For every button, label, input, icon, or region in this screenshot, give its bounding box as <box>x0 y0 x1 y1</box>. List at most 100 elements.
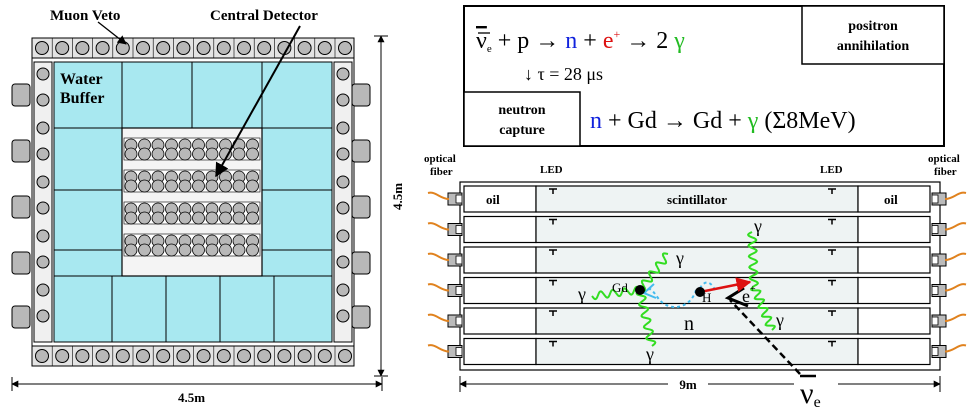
optical-fiber-left-1: optical <box>424 153 456 165</box>
veto-pmt <box>253 38 272 58</box>
neutron-capture-label-2: capture <box>499 123 545 138</box>
pmt-cell <box>165 202 178 225</box>
led-marker <box>828 279 836 286</box>
optical-fiber-left-2: fiber <box>430 166 453 178</box>
pmt-cell <box>151 202 165 225</box>
external-veto-pmt <box>351 305 371 329</box>
gamma-ray-gd-up <box>639 252 669 292</box>
veto-pmt <box>152 38 171 58</box>
central-pmt-grid <box>123 137 261 257</box>
pmt-cell <box>246 234 259 257</box>
detector-cell-row <box>427 185 967 213</box>
positron-track <box>699 277 752 294</box>
interaction-vertex <box>695 287 705 297</box>
optical-fiber-right-2: fiber <box>934 166 957 178</box>
external-veto-pmt <box>351 139 371 163</box>
veto-side-pmt <box>336 175 350 189</box>
positron-annihilation-box <box>801 5 945 65</box>
veto-pmt <box>132 346 150 366</box>
pmt-cell <box>151 138 165 161</box>
detector-cell-row <box>427 215 967 244</box>
antineutrino-label: νe <box>800 377 821 409</box>
scintillator-label: scintillator <box>667 192 727 207</box>
muon-veto-arrow <box>97 21 127 45</box>
veto-pmt <box>132 38 150 58</box>
led-marker <box>828 310 836 316</box>
veto-side-pmt <box>36 255 50 269</box>
pmt-cell <box>124 234 138 257</box>
width-label: 4.5m <box>178 390 205 405</box>
detector-rows <box>427 181 967 371</box>
led-marker <box>828 340 836 347</box>
veto-pmt <box>193 346 211 366</box>
pmt-cell <box>124 202 138 225</box>
pmt-cell <box>165 170 178 193</box>
external-veto-pmt <box>11 83 31 107</box>
veto-pmt <box>274 346 292 366</box>
external-veto-pmt <box>351 251 371 275</box>
optical-fiber-right <box>944 283 967 292</box>
gamma-ray-gd-down <box>635 289 657 347</box>
pmt-cell <box>192 202 205 225</box>
pmt-cell <box>219 170 232 193</box>
external-veto-pmt <box>351 83 371 107</box>
external-veto-pmt <box>11 251 31 275</box>
veto-side-pmt <box>36 175 50 189</box>
veto-side-pmt <box>336 67 350 81</box>
reaction-box: νe + p → n + e+ → 2 γ ↓ τ = 28 μs positr… <box>463 5 945 147</box>
detector-cell-row <box>427 307 967 335</box>
led-marker <box>549 340 557 347</box>
event-illustration: γ γ γ γ γ Gd H n e+ <box>577 216 801 375</box>
optical-fiber-right <box>944 222 967 231</box>
veto-pmt <box>213 38 231 58</box>
veto-pmt <box>51 38 70 58</box>
veto-pmt <box>294 346 312 366</box>
led-marker <box>828 218 836 225</box>
led-marker <box>549 249 557 255</box>
gamma-label-5: γ <box>645 344 654 364</box>
external-veto-pmt <box>11 139 31 163</box>
veto-pmt <box>233 38 251 58</box>
veto-side-pmt <box>336 309 350 323</box>
veto-pmt <box>72 346 90 366</box>
central-detector-arrow <box>215 25 301 178</box>
veto-pmt <box>112 346 130 366</box>
veto-side-pmt <box>36 309 50 323</box>
pmt-cell <box>205 138 219 161</box>
optical-fiber-left <box>427 191 450 200</box>
optical-fiber-right <box>944 191 967 200</box>
external-veto-pmt <box>11 305 31 329</box>
h-label: H <box>702 290 711 305</box>
pmt-cell <box>151 234 165 257</box>
veto-pmt <box>173 38 191 58</box>
veto-side-pmt <box>336 229 350 243</box>
detector-cell-row <box>427 337 967 366</box>
pmt-cell <box>192 170 205 193</box>
pmt-cell <box>232 234 246 257</box>
veto-pmt <box>334 38 352 58</box>
veto-side-pmt <box>336 147 350 161</box>
optical-fiber-right <box>944 252 967 261</box>
pmt-cell <box>138 234 151 257</box>
veto-side-pmt <box>36 93 50 107</box>
pmt-cell <box>246 170 259 193</box>
pmt-cell <box>178 138 192 161</box>
detector-cell-row <box>427 246 967 274</box>
length-label: 9m <box>679 377 697 392</box>
pmt-cell <box>165 234 178 257</box>
optical-fiber-left <box>427 283 450 292</box>
gamma-label-1: γ <box>753 216 762 236</box>
veto-pmt <box>92 38 110 58</box>
led-marker <box>828 249 836 255</box>
pmt-cell <box>138 170 151 193</box>
tau-line: ↓ τ = 28 μs <box>524 64 603 84</box>
veto-side-pmt <box>336 121 350 135</box>
pmt-cell <box>192 138 205 161</box>
veto-pmt <box>274 38 292 58</box>
neutron-capture-label-1: neutron <box>498 103 545 118</box>
water-buffer-label-2: Buffer <box>60 90 104 107</box>
pmt-cell <box>205 170 219 193</box>
pmt-cell <box>205 202 219 225</box>
veto-pmt <box>193 38 211 58</box>
gamma-ray-positron-up <box>746 231 760 287</box>
